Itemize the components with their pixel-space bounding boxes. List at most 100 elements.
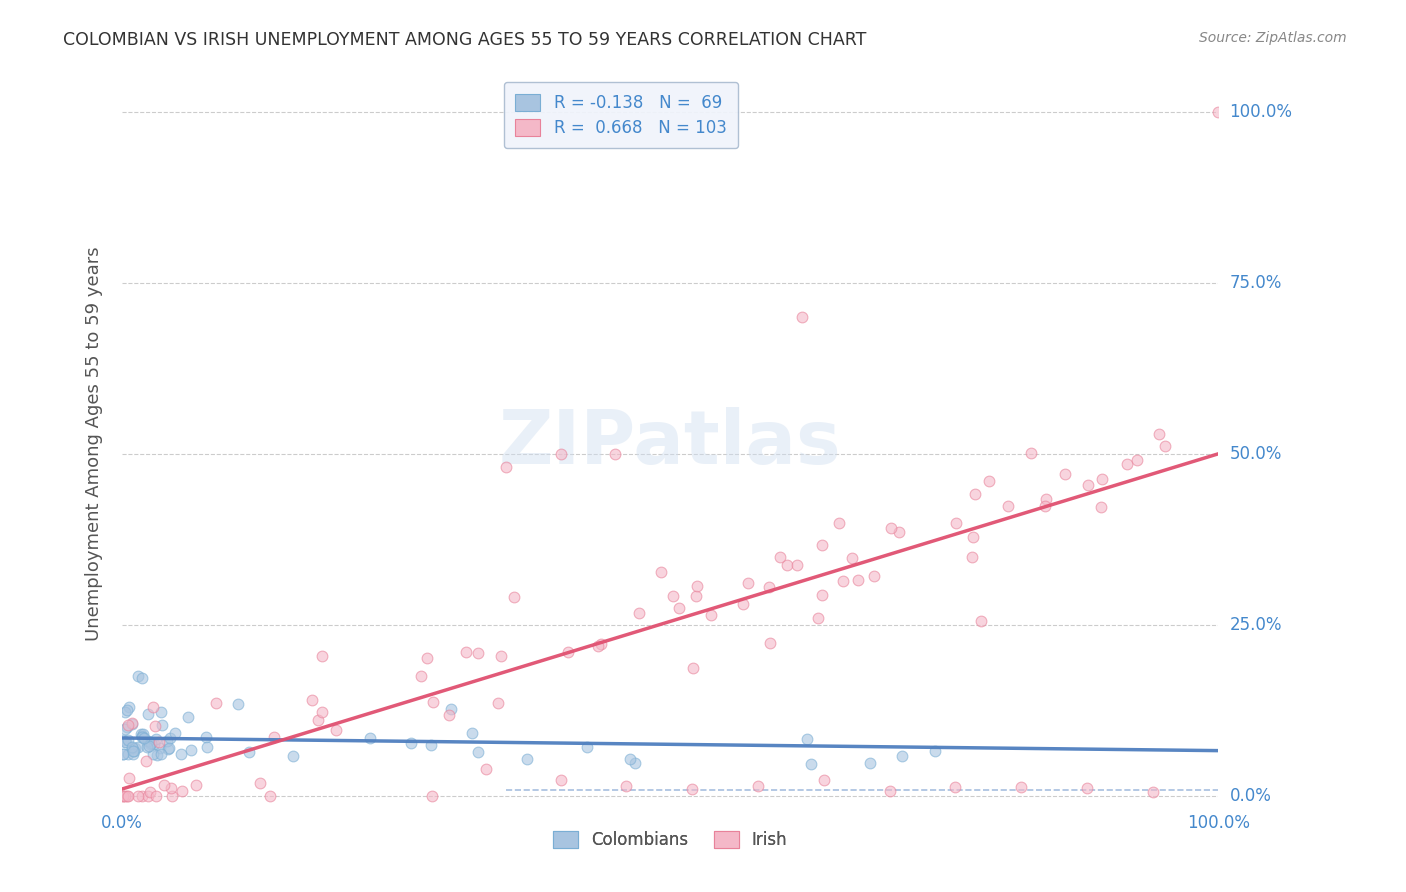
Point: [138, 734, 160, 748]
Point: [1090, 500, 1112, 515]
Point: [924, 744, 946, 758]
Point: [1077, 478, 1099, 492]
Point: [148, 735, 170, 749]
Point: [138, 739, 160, 754]
Point: [132, 731, 155, 746]
Point: [142, 737, 165, 751]
Point: [889, 525, 911, 540]
Point: [118, 771, 141, 785]
Point: [682, 661, 704, 675]
Point: [259, 789, 281, 803]
Point: [131, 731, 153, 745]
Point: [159, 780, 181, 795]
Point: [145, 731, 167, 746]
Point: [591, 637, 613, 651]
Point: [1010, 780, 1032, 794]
Point: [145, 789, 167, 803]
Point: [846, 573, 869, 587]
Point: [1142, 785, 1164, 799]
Point: [832, 574, 855, 589]
Point: [1035, 491, 1057, 506]
Point: [359, 731, 381, 746]
Point: [731, 597, 754, 611]
Point: [131, 730, 153, 744]
Point: [662, 590, 685, 604]
Point: [863, 569, 886, 583]
Point: [1021, 446, 1043, 460]
Point: [619, 752, 641, 766]
Point: [142, 747, 165, 761]
Point: [142, 700, 165, 714]
Point: [307, 713, 329, 727]
Point: [960, 550, 983, 565]
Point: [170, 747, 193, 761]
Point: [165, 726, 187, 740]
Point: [121, 739, 143, 754]
Point: [416, 650, 439, 665]
Point: [121, 716, 143, 731]
Point: [550, 773, 572, 788]
Point: [127, 789, 149, 803]
Point: [997, 499, 1019, 513]
Point: [121, 747, 143, 761]
Point: [114, 705, 136, 719]
Text: Source: ZipAtlas.com: Source: ZipAtlas.com: [1199, 31, 1347, 45]
Point: [811, 588, 834, 602]
Point: [1147, 427, 1170, 442]
Point: [114, 735, 136, 749]
Point: [152, 718, 174, 732]
Point: [879, 784, 901, 798]
Point: [127, 739, 149, 754]
Point: [157, 741, 180, 756]
Point: [503, 591, 526, 605]
Point: [489, 649, 512, 664]
Point: [146, 747, 169, 762]
Point: [811, 537, 834, 551]
Point: [475, 762, 498, 776]
Point: [115, 789, 138, 803]
Point: [1208, 104, 1230, 119]
Point: [195, 739, 218, 754]
Point: [172, 784, 194, 798]
Point: [112, 733, 135, 747]
Point: [440, 701, 463, 715]
Point: [1115, 458, 1137, 472]
Point: [806, 611, 828, 625]
Point: [616, 780, 638, 794]
Point: [129, 727, 152, 741]
Point: [624, 756, 647, 771]
Point: [205, 696, 228, 710]
Point: [1091, 471, 1114, 485]
Text: 25.0%: 25.0%: [1230, 615, 1282, 634]
Point: [796, 731, 818, 746]
Point: [118, 699, 141, 714]
Y-axis label: Unemployment Among Ages 55 to 59 years: Unemployment Among Ages 55 to 59 years: [86, 246, 103, 640]
Point: [945, 516, 967, 531]
Point: [152, 778, 174, 792]
Point: [121, 744, 143, 758]
Point: [249, 776, 271, 790]
Point: [467, 646, 489, 660]
Point: [813, 772, 835, 787]
Point: [135, 754, 157, 768]
Point: [124, 740, 146, 755]
Point: [576, 740, 599, 755]
Point: [890, 749, 912, 764]
Point: [401, 736, 423, 750]
Point: [668, 601, 690, 615]
Point: [238, 745, 260, 759]
Point: [859, 756, 882, 770]
Point: [681, 782, 703, 797]
Point: [758, 580, 780, 594]
Point: [184, 778, 207, 792]
Text: ZIPatlas: ZIPatlas: [499, 407, 842, 480]
Point: [156, 733, 179, 747]
Point: [112, 789, 135, 803]
Point: [114, 722, 136, 736]
Point: [420, 789, 443, 803]
Point: [117, 718, 139, 732]
Point: [263, 730, 285, 744]
Point: [516, 752, 538, 766]
Point: [226, 697, 249, 711]
Point: [138, 737, 160, 751]
